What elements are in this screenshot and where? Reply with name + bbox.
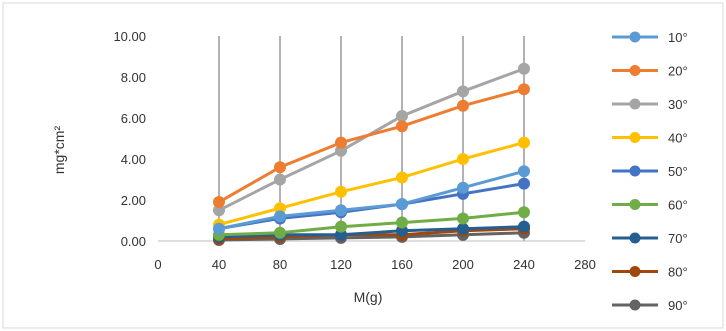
legend-marker [629,65,641,76]
legend-label: 80° [668,265,688,280]
data-point [518,165,530,178]
legend-item: 60° [612,198,688,213]
y-tick-label: 6.00 [121,111,146,126]
x-tick-label: 200 [452,257,474,272]
y-tick-label: 4.00 [121,152,146,167]
legend-marker [629,98,641,110]
series-lines [213,62,530,246]
data-point [457,153,469,165]
data-point [274,161,286,174]
series-line [218,231,525,242]
data-point [335,204,347,217]
data-point [335,185,347,198]
data-point [518,206,530,219]
x-tick-label: 160 [391,257,413,272]
data-point [396,216,408,229]
legend-marker [629,165,641,177]
data-point [518,177,530,190]
data-point [518,136,530,149]
data-point [457,181,469,194]
data-point [518,62,530,75]
series-line [218,141,525,227]
data-point [396,109,408,122]
data-point [457,222,469,235]
data-point [213,196,225,209]
legend-item: 90° [612,298,688,313]
legend-label: 10° [668,30,688,45]
series-line [218,169,525,231]
legend-marker [629,132,641,143]
legend-item: 10° [612,30,688,45]
data-point [518,220,530,233]
y-tick-label: 8.00 [121,70,146,85]
legend-label: 60° [668,198,688,213]
legend-item: 30° [612,97,688,112]
x-tick-label: 280 [574,257,596,272]
legend-label: 50° [668,164,688,179]
data-point [457,99,469,112]
legend-item: 20° [612,64,688,79]
legend-label: 70° [668,231,688,246]
x-tick-label: 0 [154,257,161,272]
series-line [218,87,525,204]
series-2 [213,83,530,209]
legend-label: 20° [668,64,688,79]
y-axis-title: mg*cm² [51,126,67,175]
data-point [335,136,347,149]
legend-item: 40° [612,131,688,146]
legend-marker [629,199,641,210]
x-axis-title: M(g) [354,289,383,305]
legend-marker [629,266,641,277]
y-tick-label: 2.00 [121,193,146,208]
legend-label: 30° [668,97,688,112]
series-line [218,210,525,237]
y-tick-label: 0.00 [121,234,146,249]
data-point [335,220,347,233]
data-point [396,198,408,211]
data-point [274,210,286,223]
legend-item: 70° [612,231,688,246]
data-point [396,120,408,133]
x-tick-label: 80 [273,257,287,272]
y-tick-label: 10.00 [113,29,146,44]
data-point [518,83,530,96]
legend: 10° 20° 30° 40° 50° 60° 70° 80° 90° [612,30,688,313]
legend-item: 50° [612,164,688,179]
data-point [274,173,286,186]
axes: 0 40 80 120 160 200 240 280 0.00 2.00 4.00 6.00 8.00… [113,29,595,272]
data-point [213,222,225,235]
x-tick-label: 240 [513,257,535,272]
legend-marker [629,31,641,43]
series-line [218,227,525,241]
series-1 [213,165,530,235]
legend-marker [629,299,641,311]
series-line [218,225,525,239]
legend-label: 40° [668,131,688,146]
legend-item: 80° [612,265,688,280]
x-tick-label: 120 [330,257,352,272]
series-4 [213,136,530,231]
data-point [274,226,286,239]
data-point [396,171,408,184]
data-point [457,212,469,225]
x-tick-label: 40 [212,257,226,272]
data-point [457,85,469,98]
legend-label: 90° [668,298,688,313]
legend-marker [629,232,641,244]
